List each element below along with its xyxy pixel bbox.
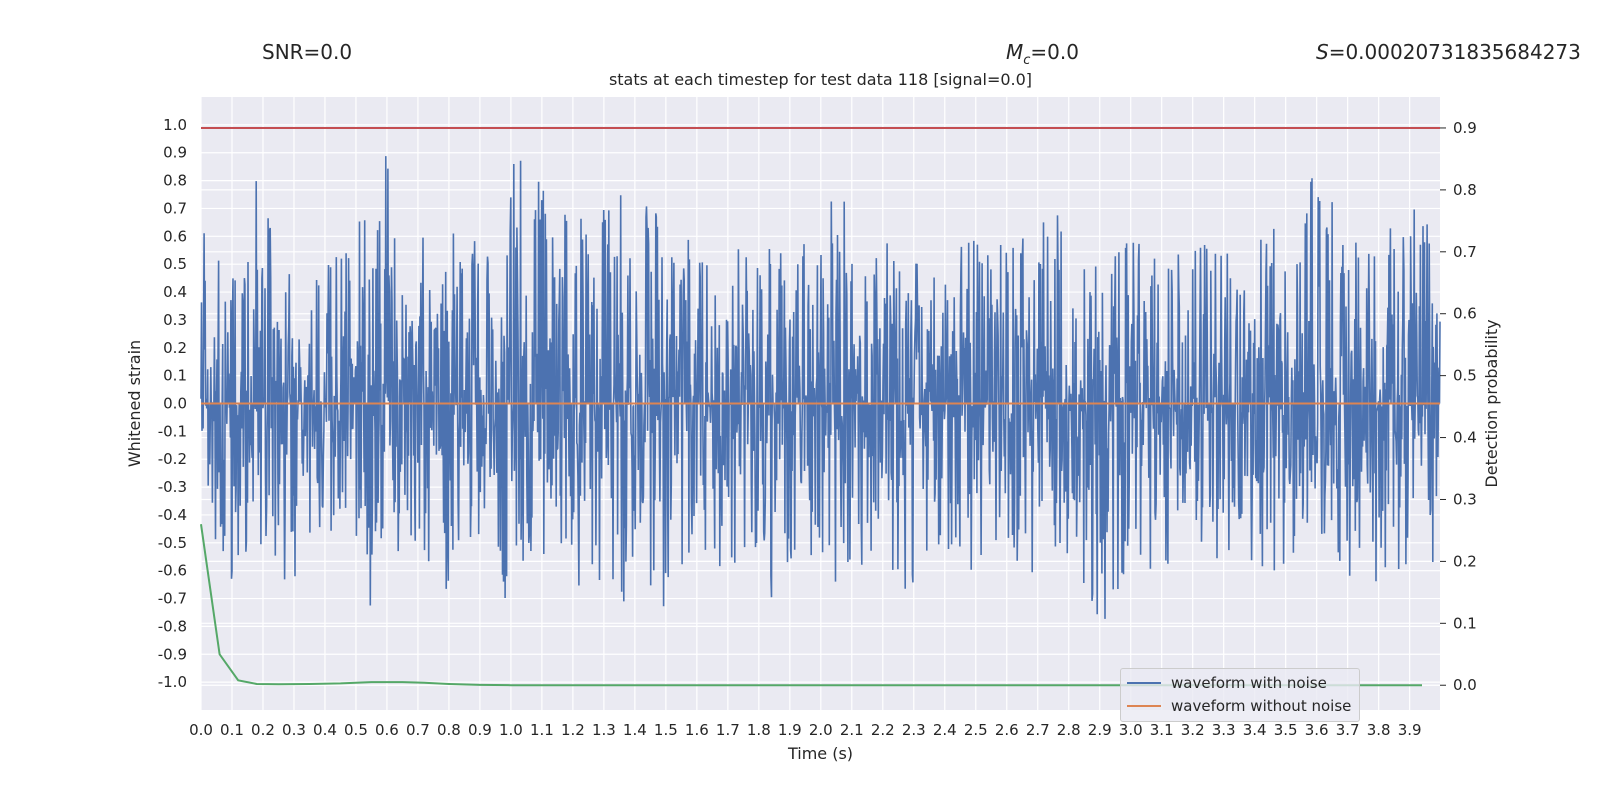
y2-tick-label: 0.1 (1453, 614, 1477, 632)
x-tick-label: 1.1 (530, 721, 554, 739)
y-tick-label: 0.9 (163, 144, 187, 162)
x-tick-label: 1.8 (747, 721, 771, 739)
y2-tick-label: 0.5 (1453, 367, 1477, 385)
x-tick-label: 0.3 (282, 721, 306, 739)
y-tick-label: 0.1 (163, 367, 187, 385)
y-tick-label: 0.8 (163, 172, 187, 190)
y-tick-label: -1.0 (158, 673, 187, 691)
y2-tick-labels: 0.9 0.8 0.7 0.6 0.5 0.4 0.3 0.2 0.1 0.0 (1440, 119, 1477, 694)
y-tick-label: -0.7 (158, 590, 187, 608)
y-tick-label: 0.2 (163, 339, 187, 357)
x-tick-label: 2.6 (995, 721, 1019, 739)
x-tick-label: 2.7 (1026, 721, 1050, 739)
x-tick-label: 0.2 (251, 721, 275, 739)
x-tick-label: 3.9 (1398, 721, 1422, 739)
x-tick-label: 3.8 (1367, 721, 1391, 739)
y-tick-label: -0.2 (158, 450, 187, 468)
y2-tick-label: 0.6 (1453, 305, 1477, 323)
x-tick-label: 1.0 (499, 721, 523, 739)
mc-header: Mc=0.0 (1006, 40, 1079, 68)
y2-tick-label: 0.2 (1453, 552, 1477, 570)
x-tick-label: 1.6 (685, 721, 709, 739)
legend-swatch-noise (1127, 682, 1161, 684)
y-tick-label: -0.1 (158, 422, 187, 440)
x-tick-label: 1.2 (561, 721, 585, 739)
x-tick-label: 3.5 (1274, 721, 1298, 739)
y2-tick-label: 0.4 (1453, 429, 1477, 447)
mc-subscript: c (1023, 53, 1031, 68)
y-tick-label: -0.8 (158, 617, 187, 635)
legend-item-clean: waveform without noise (1127, 696, 1351, 716)
y-axis-label: Whitened strain (125, 340, 144, 467)
y-tick-label: 0.3 (163, 311, 187, 329)
x-tick-label: 0.4 (313, 721, 337, 739)
y-tick-label: 0.0 (163, 395, 187, 413)
series-layer (200, 127, 1441, 687)
y2-tick-label: 0.8 (1453, 181, 1477, 199)
snr-header: SNR=0.0 (262, 40, 353, 64)
x-tick-label: 1.7 (716, 721, 740, 739)
s-value: =0.00020731835684273 (1328, 40, 1581, 64)
x-tick-label: 0.5 (344, 721, 368, 739)
series-waveform-with-noise (200, 156, 1441, 619)
x-tick-labels: 0.0 0.1 0.2 0.3 0.4 0.5 0.6 0.7 0.8 0.9 1.0 1.1 1.2 1… (189, 721, 1421, 739)
x-tick-label: 2.4 (933, 721, 957, 739)
x-tick-label: 0.0 (189, 721, 213, 739)
x-tick-label: 3.7 (1336, 721, 1360, 739)
x-tick-label: 2.1 (840, 721, 864, 739)
y2-tick-label: 0.9 (1453, 119, 1477, 137)
y-tick-label: -0.3 (158, 478, 187, 496)
legend: waveform with noise waveform without noi… (1120, 668, 1360, 722)
legend-swatch-clean (1127, 705, 1161, 707)
s-header: S=0.00020731835684273 (1316, 40, 1581, 64)
legend-label-clean: waveform without noise (1171, 697, 1352, 715)
x-tick-label: 3.2 (1181, 721, 1205, 739)
x-tick-label: 2.5 (964, 721, 988, 739)
y-tick-label: 0.6 (163, 227, 187, 245)
x-axis-label: Time (s) (787, 744, 853, 763)
y-tick-label: -0.6 (158, 562, 187, 580)
x-tick-label: 1.3 (592, 721, 616, 739)
y-tick-label: 0.5 (163, 255, 187, 273)
y2-tick-label: 0.3 (1453, 490, 1477, 508)
x-tick-label: 2.0 (809, 721, 833, 739)
y-tick-label: -0.4 (158, 506, 187, 524)
x-tick-label: 2.2 (871, 721, 895, 739)
x-tick-label: 3.0 (1119, 721, 1143, 739)
x-tick-label: 1.4 (623, 721, 647, 739)
y2-axis-label: Detection probability (1482, 319, 1501, 487)
x-tick-label: 2.9 (1088, 721, 1112, 739)
x-tick-label: 3.4 (1243, 721, 1267, 739)
y-tick-label: -0.9 (158, 645, 187, 663)
series-line-2 (200, 524, 1422, 687)
x-tick-label: 3.6 (1305, 721, 1329, 739)
legend-label-noise: waveform with noise (1171, 674, 1327, 692)
y2-tick-label: 0.0 (1453, 676, 1477, 694)
x-tick-label: 3.3 (1212, 721, 1236, 739)
x-tick-label: 0.6 (375, 721, 399, 739)
x-tick-label: 0.1 (220, 721, 244, 739)
x-tick-label: 1.9 (778, 721, 802, 739)
mc-symbol: M (1006, 40, 1024, 64)
y2-tick-label: 0.7 (1453, 243, 1477, 261)
chart-title: stats at each timestep for test data 118… (609, 70, 1032, 89)
y-tick-label: 0.4 (163, 283, 187, 301)
y-tick-label: -0.5 (158, 534, 187, 552)
mc-value: =0.0 (1030, 40, 1079, 64)
y-tick-labels: 1.0 0.9 0.8 0.7 0.6 0.5 0.4 0.3 0.2 0.1 0.0 -0.1 -0.… (158, 116, 187, 691)
y-tick-label: 1.0 (163, 116, 187, 134)
x-tick-label: 2.3 (902, 721, 926, 739)
x-tick-label: 1.5 (654, 721, 678, 739)
x-tick-label: 2.8 (1057, 721, 1081, 739)
x-tick-label: 0.7 (406, 721, 430, 739)
y-tick-label: 0.7 (163, 199, 187, 217)
legend-item-noise: waveform with noise (1127, 673, 1327, 693)
s-symbol: S (1316, 40, 1329, 64)
x-tick-label: 0.8 (437, 721, 461, 739)
x-tick-label: 0.9 (468, 721, 492, 739)
x-tick-label: 3.1 (1150, 721, 1174, 739)
